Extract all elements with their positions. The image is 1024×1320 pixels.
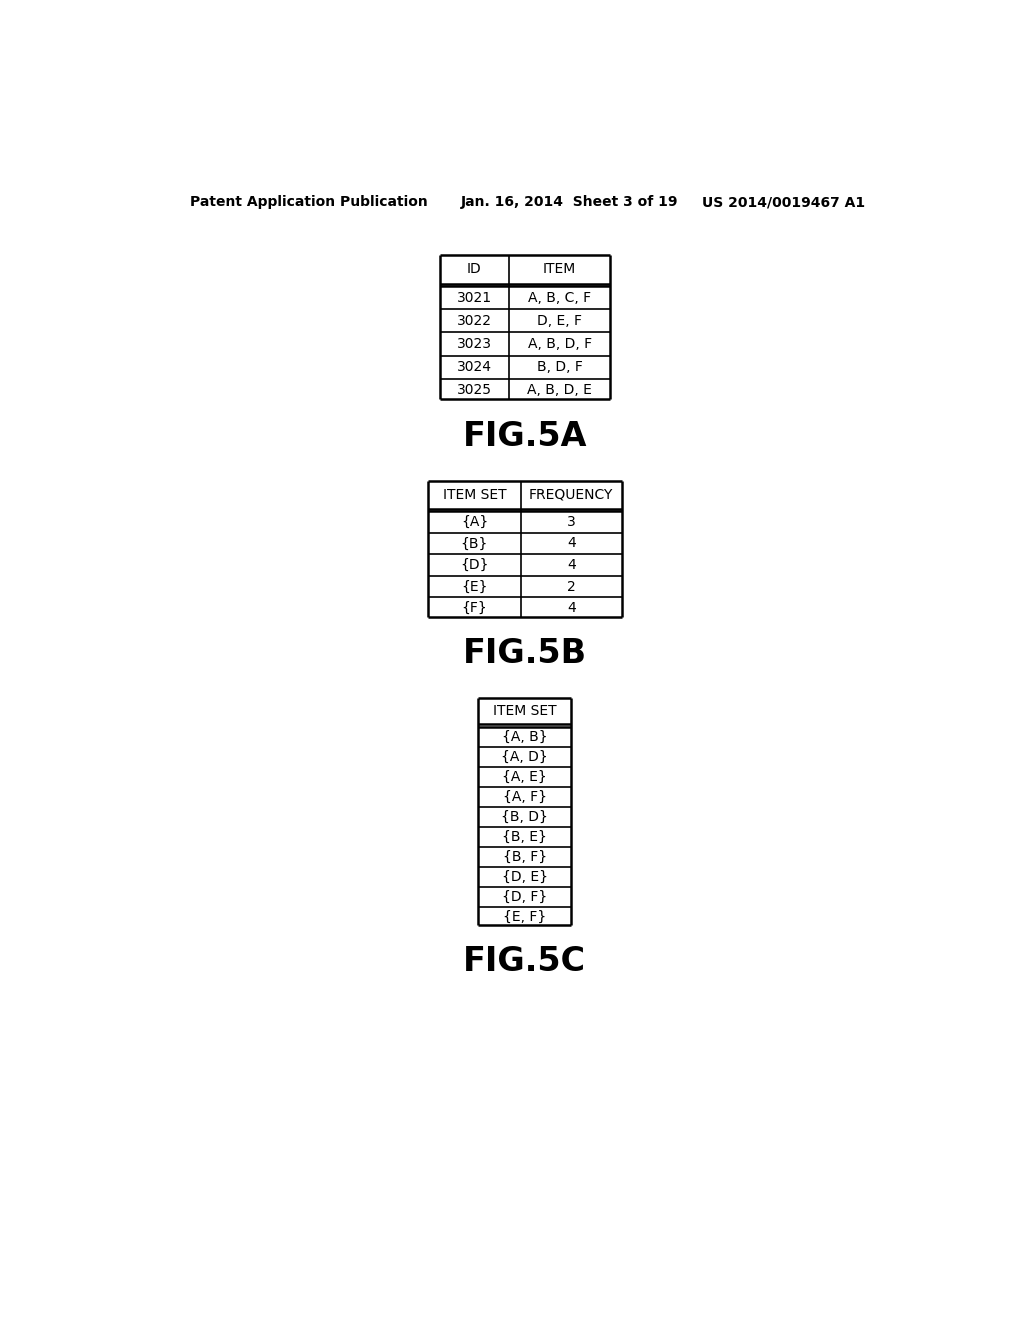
Text: {B, D}: {B, D} — [502, 809, 548, 824]
Text: {E, F}: {E, F} — [503, 909, 547, 924]
Text: 3025: 3025 — [457, 383, 492, 397]
Text: US 2014/0019467 A1: US 2014/0019467 A1 — [701, 195, 864, 210]
Text: B, D, F: B, D, F — [537, 360, 583, 374]
Text: 3021: 3021 — [457, 290, 492, 305]
Text: 4: 4 — [567, 536, 575, 550]
Text: {B, F}: {B, F} — [503, 850, 547, 863]
Text: {A}: {A} — [461, 515, 488, 529]
Text: 3023: 3023 — [457, 337, 492, 351]
Text: ITEM SET: ITEM SET — [493, 705, 557, 718]
Text: {D, E}: {D, E} — [502, 870, 548, 884]
Text: {B, E}: {B, E} — [503, 830, 547, 843]
Text: 2: 2 — [567, 579, 575, 594]
Text: {D, F}: {D, F} — [502, 890, 548, 904]
Text: 3024: 3024 — [457, 360, 492, 374]
Text: 3022: 3022 — [457, 314, 492, 327]
Text: FREQUENCY: FREQUENCY — [529, 488, 613, 502]
Text: ITEM: ITEM — [543, 263, 577, 276]
Text: FIG.5A: FIG.5A — [463, 420, 587, 453]
Text: A, B, C, F: A, B, C, F — [528, 290, 591, 305]
Text: {A, B}: {A, B} — [502, 730, 548, 743]
Text: A, B, D, F: A, B, D, F — [527, 337, 592, 351]
Text: 3: 3 — [567, 515, 575, 529]
Text: {D}: {D} — [460, 558, 488, 572]
Text: D, E, F: D, E, F — [538, 314, 583, 327]
Text: {B}: {B} — [461, 536, 488, 550]
Text: 4: 4 — [567, 601, 575, 615]
Text: Patent Application Publication: Patent Application Publication — [190, 195, 428, 210]
Text: {A, D}: {A, D} — [502, 750, 548, 764]
Text: 4: 4 — [567, 558, 575, 572]
Text: {E}: {E} — [461, 579, 487, 594]
Text: FIG.5B: FIG.5B — [463, 638, 587, 671]
Text: {A, F}: {A, F} — [503, 789, 547, 804]
Text: ID: ID — [467, 263, 482, 276]
Text: ITEM SET: ITEM SET — [442, 488, 506, 502]
Text: {F}: {F} — [462, 601, 487, 615]
Text: {A, E}: {A, E} — [503, 770, 547, 784]
Text: A, B, D, E: A, B, D, E — [527, 383, 592, 397]
Text: FIG.5C: FIG.5C — [463, 945, 587, 978]
Text: Jan. 16, 2014  Sheet 3 of 19: Jan. 16, 2014 Sheet 3 of 19 — [461, 195, 679, 210]
